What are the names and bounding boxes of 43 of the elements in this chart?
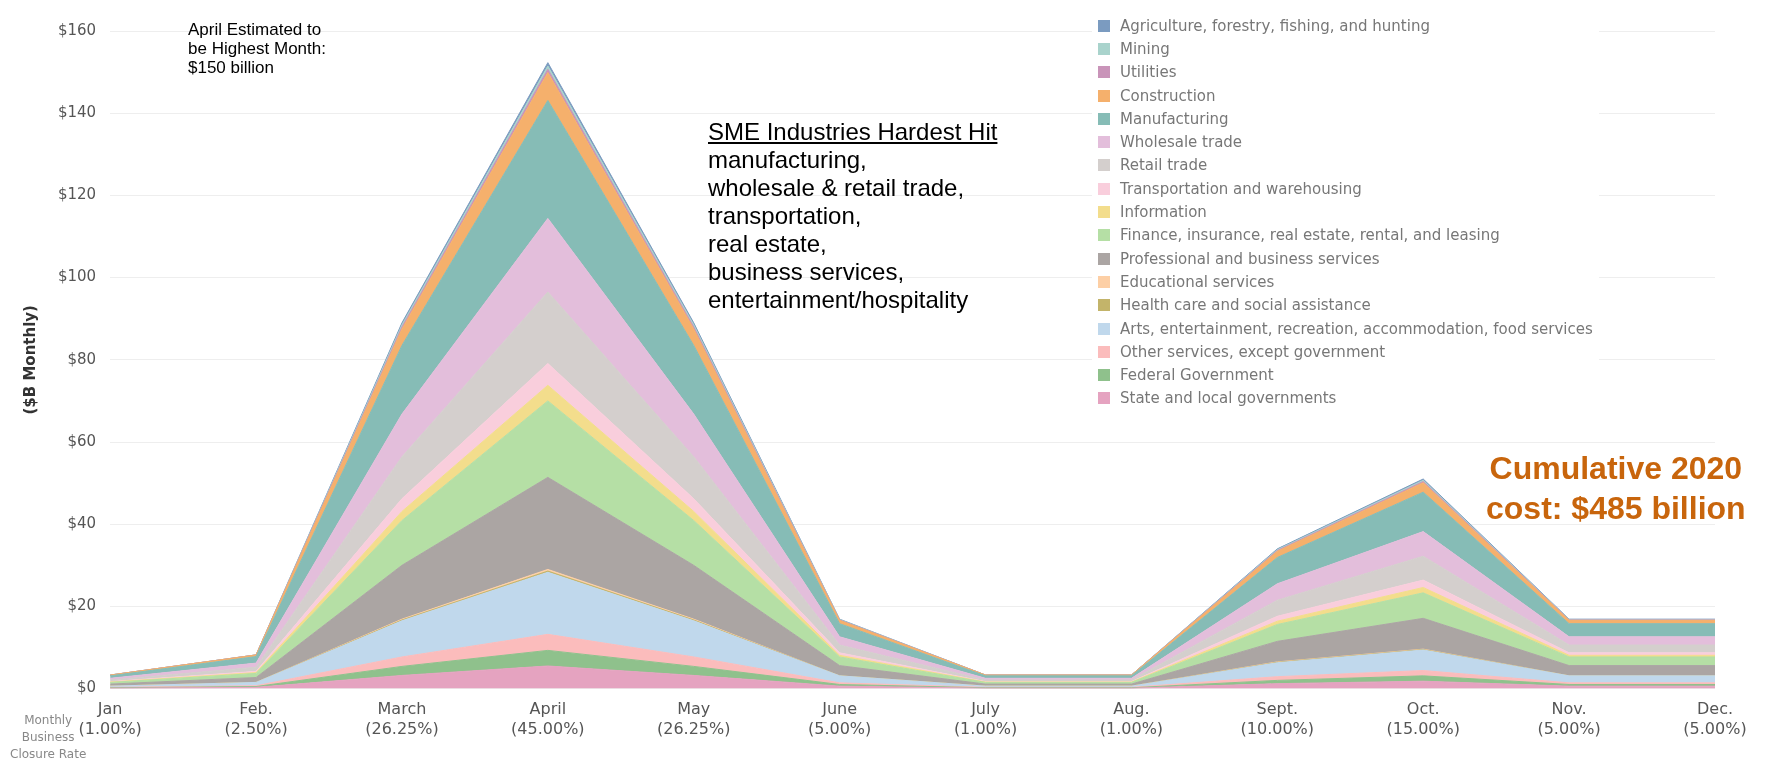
annotation: Cumulative 2020 cost: $485 billion	[1486, 449, 1746, 528]
legend-label: Transportation and warehousing	[1120, 179, 1362, 198]
legend-label: Professional and business services	[1120, 249, 1380, 268]
legend-label: Wholesale trade	[1120, 133, 1243, 152]
legend-label: Mining	[1120, 39, 1170, 58]
x-tick-label: June (5.00%)	[807, 699, 872, 738]
legend-label: Utilities	[1120, 63, 1177, 82]
x-tick-label: Feb. (2.50%)	[224, 699, 288, 738]
y-axis-title: ($B Monthly)	[20, 305, 39, 415]
y-tick-label: $40	[67, 514, 97, 533]
y-tick-label: $20	[67, 596, 97, 615]
legend-label: Retail trade	[1120, 156, 1208, 175]
annotation: manufacturing, wholesale & retail trade, transportation, real estate, business services, entertainment/hospitality	[708, 146, 969, 314]
y-tick-label: $80	[67, 349, 97, 368]
y-tick-label: $0	[77, 678, 97, 697]
legend-label: Information	[1120, 203, 1207, 222]
y-tick-label: $120	[57, 185, 97, 204]
annotation: April Estimated to be Highest Month: $150 billion	[188, 20, 326, 77]
x-tick-label: Nov. (5.00%)	[1537, 699, 1601, 738]
legend-label: Construction	[1120, 86, 1216, 105]
y-tick-label: $140	[57, 103, 97, 122]
x-tick-label: July (1.00%)	[953, 699, 1018, 738]
legend-label: Federal Government	[1120, 366, 1274, 385]
y-tick-label: $160	[57, 20, 97, 39]
x-tick-label: April (45.00%)	[511, 699, 585, 738]
legend-label: Agriculture, forestry, fishing, and hunting	[1120, 16, 1430, 35]
legend-label: Educational services	[1120, 272, 1275, 291]
x-tick-label: Aug. (1.00%)	[1099, 699, 1164, 738]
legend-label: Manufacturing	[1120, 109, 1229, 128]
legend-label: Health care and social assistance	[1120, 296, 1371, 315]
legend-label: Other services, except government	[1120, 342, 1386, 361]
x-tick-label: Sept. (10.00%)	[1240, 699, 1315, 738]
x-tick-label: Dec. (5.00%)	[1683, 699, 1747, 738]
legend-label: Arts, entertainment, recreation, accommodation, food services	[1120, 319, 1593, 338]
y-tick-label: $60	[67, 431, 97, 450]
x-tick-label: Oct. (15.00%)	[1386, 699, 1460, 738]
legend-label: Finance, insurance, real estate, rental, and leasing	[1120, 226, 1500, 245]
legend-label: State and local governments	[1120, 389, 1337, 408]
x-tick-label: May (26.25%)	[657, 699, 731, 738]
x-tick-label: Jan (1.00%)	[78, 699, 142, 738]
y-tick-label: $100	[57, 267, 97, 286]
annotation: SME Industries Hardest Hit	[708, 118, 998, 146]
x-tick-label: March (26.25%)	[365, 699, 439, 738]
